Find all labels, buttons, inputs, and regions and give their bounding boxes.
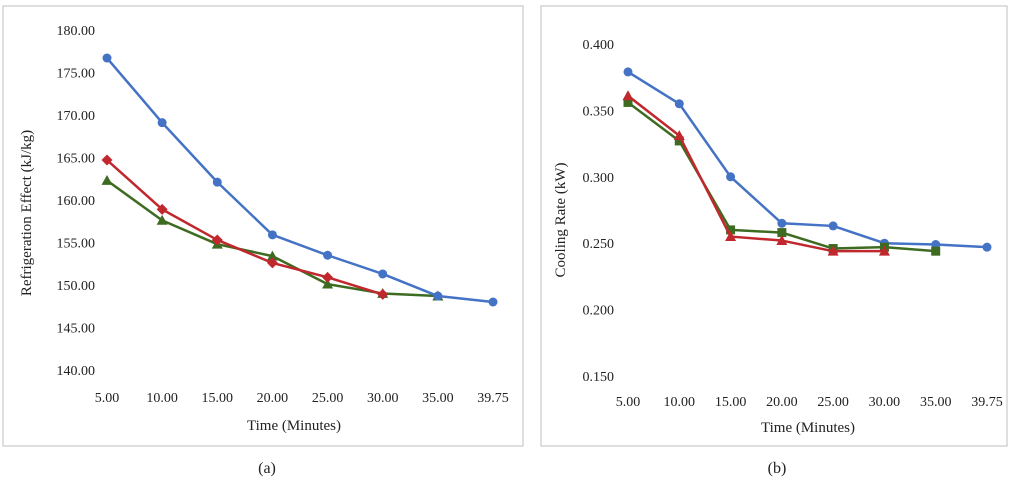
chart-b-ytick-label: 0.400 [583,38,615,53]
chart-b-xtick-label: 30.00 [869,395,901,410]
chart-a-ylabel: Refrigeration Effect (kJ/kg) [19,130,35,296]
chart-b-xtick-label: 15.00 [715,395,747,410]
chart-b-data-point [726,172,736,182]
chart-a-data-point [101,154,113,166]
chart-b-data-point [827,245,839,256]
chart-a-ytick-label: 150.00 [57,279,96,294]
chart-a-ytick-label: 155.00 [57,237,96,252]
chart-a-ytick-label: 175.00 [57,67,96,82]
chart-a-data-point [377,288,389,300]
chart-a-xtick-label: 15.00 [202,391,234,406]
chart-b-data-point [828,221,838,231]
chart-a-xtick-label: 39.75 [477,391,509,406]
chart-b-xtick-label: 39.75 [971,395,1003,410]
chart-a-data-point [157,118,167,128]
chart-a-ytick-label: 145.00 [57,322,96,337]
chart-a-data-point [266,257,278,269]
chart-b-data-point [878,245,890,256]
chart-a-series-line-1 [106,159,384,296]
chart-b-data-point [777,218,787,228]
chart-b-data-point [726,225,736,235]
chart-b-xtick-label: 35.00 [920,395,952,410]
chart-a-series-line-2 [106,57,494,304]
chart-a-ytick-label: 160.00 [57,194,96,209]
chart-a-xtick-label: 20.00 [257,391,289,406]
chart-b-data-point [623,67,633,77]
chart-b-data-point [674,136,684,146]
chart-a-ytick-label: 170.00 [57,109,96,124]
chart-a-data-point [267,230,277,240]
chart-a-xtick-label: 30.00 [367,391,399,406]
chart-b-ytick-label: 0.200 [583,304,615,319]
chart-a-data-point [101,174,113,185]
chart-a-ytick-label: 165.00 [57,152,96,167]
chart-b-xtick-label: 5.00 [616,395,641,410]
chart-a-data-point [102,53,112,63]
chart-b-ylabel: Cooling Rate (kW) [553,163,569,278]
chart-a-data-point [323,250,333,260]
chart-a-data-point [266,250,278,261]
chart-b-data-point [777,228,787,238]
chart-b-plot-area: 0.150 0.200 0.250 0.300 0.350 0.400 5.00 10.00 1… [583,38,1003,410]
chart-a-xtick-label: 5.00 [95,391,120,406]
chart-a: 140.00 145.00 150.00 155.00 160.00 165.00 170.… [2,5,524,447]
chart-b-ytick-label: 0.350 [583,104,615,119]
chart-b-series-line-0 [627,70,988,249]
chart-b-data-point [673,130,685,141]
chart-b: 0.150 0.200 0.250 0.300 0.350 0.400 5.00 10.00 1… [540,5,1008,447]
chart-a-data-point [212,177,222,187]
caption-b: (b) [768,460,787,477]
caption-a: (a) [258,460,276,477]
chart-b-data-point [931,246,941,256]
chart-a-ytick-label: 180.00 [57,24,96,39]
chart-b-data-point [776,235,788,245]
chart-b-ytick-label: 0.300 [583,171,615,186]
chart-a-xtick-label: 25.00 [312,391,344,406]
chart-a-data-point [433,291,443,301]
chart-b-data-point [623,97,633,107]
chart-b-data-point [622,90,634,101]
chart-b-xlabel: Time (Minutes) [761,420,855,436]
chart-b-xtick-label: 20.00 [766,395,798,410]
chart-b-data-point [725,231,737,241]
chart-a-data-point [156,214,168,225]
chart-a-data-point [322,278,334,289]
chart-b-ytick-label: 0.150 [583,370,615,385]
chart-b-ytick-label: 0.250 [583,237,615,252]
chart-b-xtick-label: 25.00 [817,395,849,410]
chart-b-border [540,5,1008,447]
chart-a-data-point [378,269,388,279]
chart-b-data-point [982,242,992,252]
chart-a-xtick-label: 10.00 [146,391,178,406]
chart-b-series-line-2 [627,94,885,253]
chart-a-ytick-label: 140.00 [57,364,96,379]
chart-a-xtick-label: 35.00 [422,391,454,406]
chart-a-xlabel: Time (Minutes) [247,418,341,434]
chart-a-data-point [156,203,168,215]
chart-b-xtick-label: 10.00 [664,395,696,410]
chart-a-data-point [322,271,334,283]
chart-a-data-point [211,234,223,246]
chart-b-data-point [674,99,684,109]
chart-a-data-point [488,297,498,307]
chart-a-plot-area: 140.00 145.00 150.00 155.00 160.00 165.00 170.… [57,24,509,406]
